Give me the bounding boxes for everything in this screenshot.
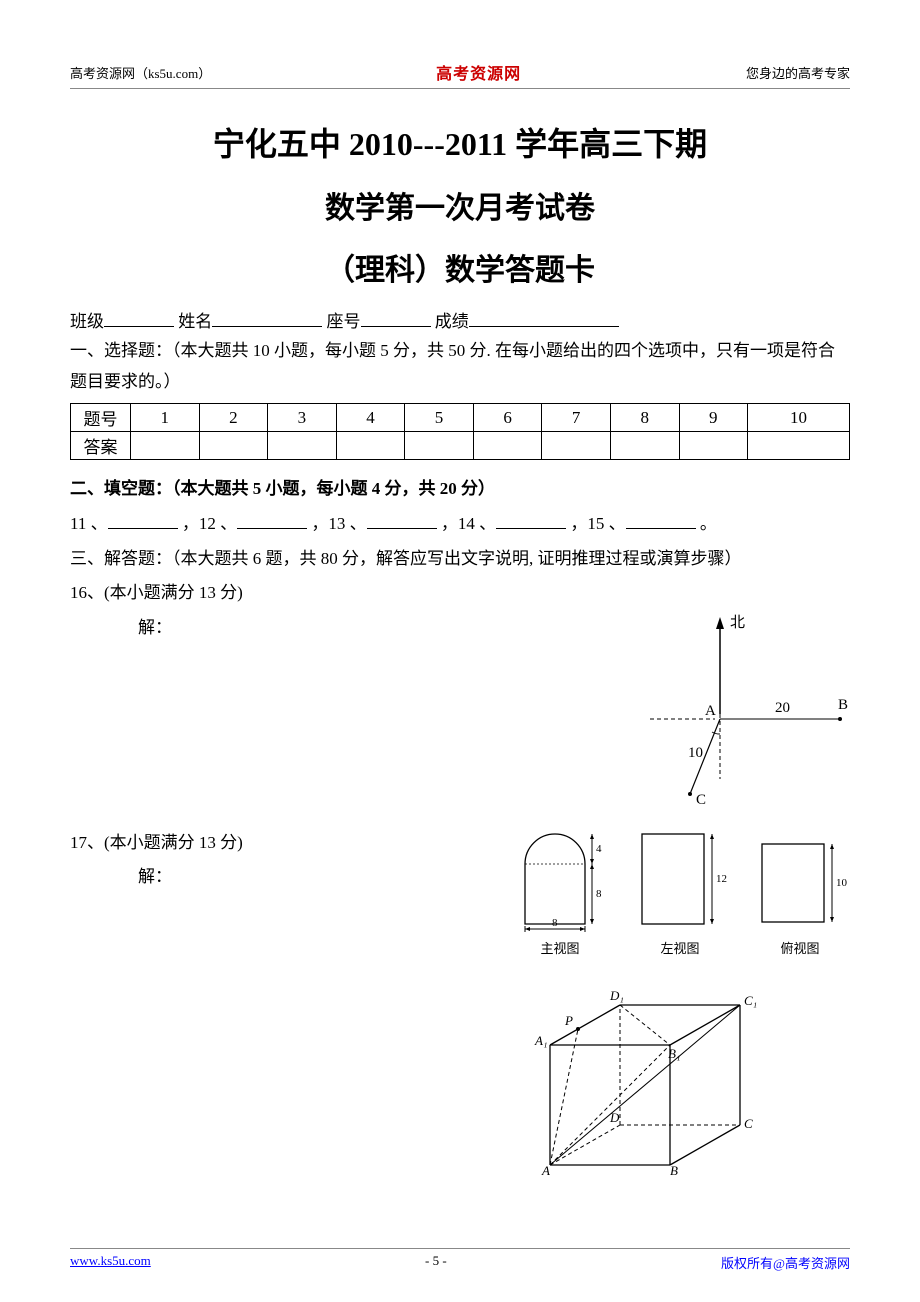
front-view: 8 8 4 主视图 bbox=[510, 824, 610, 957]
title-line-3: （理科）数学答题卡 bbox=[70, 245, 850, 289]
row-label-ans: 答案 bbox=[71, 432, 131, 460]
header-center-logo: 高考资源网 bbox=[436, 60, 521, 84]
ans-cell bbox=[405, 432, 474, 460]
north-label: 北 bbox=[730, 614, 745, 631]
ans-cell bbox=[199, 432, 268, 460]
blank-12 bbox=[237, 512, 307, 529]
q16-answer-label: 解： bbox=[70, 613, 620, 644]
dim-h: 10 bbox=[836, 877, 848, 889]
fillin-num: 11 、 bbox=[70, 514, 108, 533]
blank-name bbox=[212, 310, 322, 327]
left-view-label: 左视图 bbox=[630, 938, 730, 957]
q16-diagram: 北 B 20 A C 10 bbox=[640, 609, 850, 809]
section1-heading: 一、选择题：（本大题共 10 小题，每小题 5 分，共 50 分. 在每小题给出… bbox=[70, 336, 850, 397]
col-head: 5 bbox=[405, 404, 474, 432]
label-C: C bbox=[696, 792, 706, 808]
section2-heading: 二、填空题：（本大题共 5 小题，每小题 4 分，共 20 分） bbox=[70, 474, 850, 499]
blank-14 bbox=[496, 512, 566, 529]
table-row: 题号 1 2 3 4 5 6 7 8 9 10 bbox=[71, 404, 850, 432]
fillin-end: 。 bbox=[700, 514, 717, 533]
len-AC: 10 bbox=[688, 745, 703, 761]
label-D1: D₁ bbox=[609, 988, 624, 1003]
top-view-label: 俯视图 bbox=[750, 938, 850, 957]
ans-cell bbox=[268, 432, 337, 460]
ans-cell bbox=[542, 432, 611, 460]
fillin-num: ，15 、 bbox=[570, 514, 625, 533]
blank-score bbox=[469, 310, 619, 327]
page-header: 高考资源网（ks5u.com） 高考资源网 您身边的高考专家 bbox=[70, 60, 850, 89]
footer-right: 版权所有@高考资源网 bbox=[721, 1253, 850, 1272]
ans-cell bbox=[473, 432, 542, 460]
label-seat: 座号 bbox=[327, 312, 361, 331]
col-head: 6 bbox=[473, 404, 542, 432]
label-B1: B₁ bbox=[668, 1046, 680, 1061]
label-A: A bbox=[541, 1163, 550, 1175]
blank-seat bbox=[361, 310, 431, 327]
footer-page-num: - 5 - bbox=[425, 1253, 447, 1272]
blank-11 bbox=[108, 512, 178, 529]
label-C: C bbox=[744, 1116, 753, 1131]
col-head: 3 bbox=[268, 404, 337, 432]
label-class: 班级 bbox=[70, 312, 104, 331]
label-score: 成绩 bbox=[435, 312, 469, 331]
footer-left: www.ks5u.com bbox=[70, 1253, 151, 1272]
blank-13 bbox=[367, 512, 437, 529]
table-row: 答案 bbox=[71, 432, 850, 460]
ans-cell bbox=[610, 432, 679, 460]
q17-views: 8 8 4 主视图 12 bbox=[510, 824, 850, 1175]
title-line-1: 宁化五中 2010---2011 学年高三下期 bbox=[70, 119, 850, 165]
col-head: 8 bbox=[610, 404, 679, 432]
label-B: B bbox=[670, 1163, 678, 1175]
label-C1: C₁ bbox=[744, 993, 757, 1008]
answer-table: 题号 1 2 3 4 5 6 7 8 9 10 答案 bbox=[70, 403, 850, 460]
header-left: 高考资源网（ks5u.com） bbox=[70, 63, 211, 82]
label-name: 姓名 bbox=[178, 312, 212, 331]
left-view: 12 左视图 bbox=[630, 824, 730, 957]
label-D: D bbox=[609, 1110, 620, 1125]
header-right: 您身边的高考专家 bbox=[746, 63, 850, 82]
label-B: B bbox=[838, 697, 848, 713]
ans-cell bbox=[336, 432, 405, 460]
fillin-num: ，14 、 bbox=[441, 514, 496, 533]
fillin-line: 11 、 ，12 、 ，13 、 ，14 、 ，15 、 。 bbox=[70, 509, 850, 540]
col-head: 2 bbox=[199, 404, 268, 432]
label-A: A bbox=[705, 703, 716, 719]
compass-diagram: 北 B 20 A C 10 bbox=[640, 609, 850, 809]
fillin-num: ，12 、 bbox=[182, 514, 237, 533]
dim-h-rect: 8 bbox=[596, 888, 602, 900]
col-head: 7 bbox=[542, 404, 611, 432]
q17-answer-label: 解： bbox=[70, 862, 490, 893]
title-line-2: 数学第一次月考试卷 bbox=[70, 183, 850, 227]
dim-h-arc: 4 bbox=[596, 843, 602, 855]
col-head: 10 bbox=[748, 404, 850, 432]
label-A1: A₁ bbox=[534, 1033, 547, 1048]
len-AB: 20 bbox=[775, 700, 790, 716]
col-head: 1 bbox=[131, 404, 200, 432]
top-view: 10 俯视图 bbox=[750, 824, 850, 957]
q17-label: 17、(本小题满分 13 分) bbox=[70, 828, 490, 859]
student-info-line: 班级 姓名 座号 成绩 bbox=[70, 307, 850, 332]
page-footer: www.ks5u.com - 5 - 版权所有@高考资源网 bbox=[70, 1248, 850, 1272]
label-P: P bbox=[564, 1013, 573, 1028]
front-view-label: 主视图 bbox=[510, 938, 610, 957]
dim-w: 8 bbox=[552, 917, 558, 929]
prism-diagram: A B C D A₁ B₁ C₁ D₁ P bbox=[510, 975, 850, 1175]
blank-class bbox=[104, 310, 174, 327]
ans-cell bbox=[131, 432, 200, 460]
col-head: 9 bbox=[679, 404, 748, 432]
blank-15 bbox=[626, 512, 696, 529]
section3-heading: 三、解答题：（本大题共 6 题，共 80 分，解答应写出文字说明, 证明推理过程… bbox=[70, 544, 850, 575]
ans-cell bbox=[679, 432, 748, 460]
fillin-num: ，13 、 bbox=[311, 514, 366, 533]
ans-cell bbox=[748, 432, 850, 460]
dim-h: 12 bbox=[716, 873, 727, 885]
col-head: 4 bbox=[336, 404, 405, 432]
q16-label: 16、(本小题满分 13 分) bbox=[70, 578, 850, 609]
row-label-num: 题号 bbox=[71, 404, 131, 432]
